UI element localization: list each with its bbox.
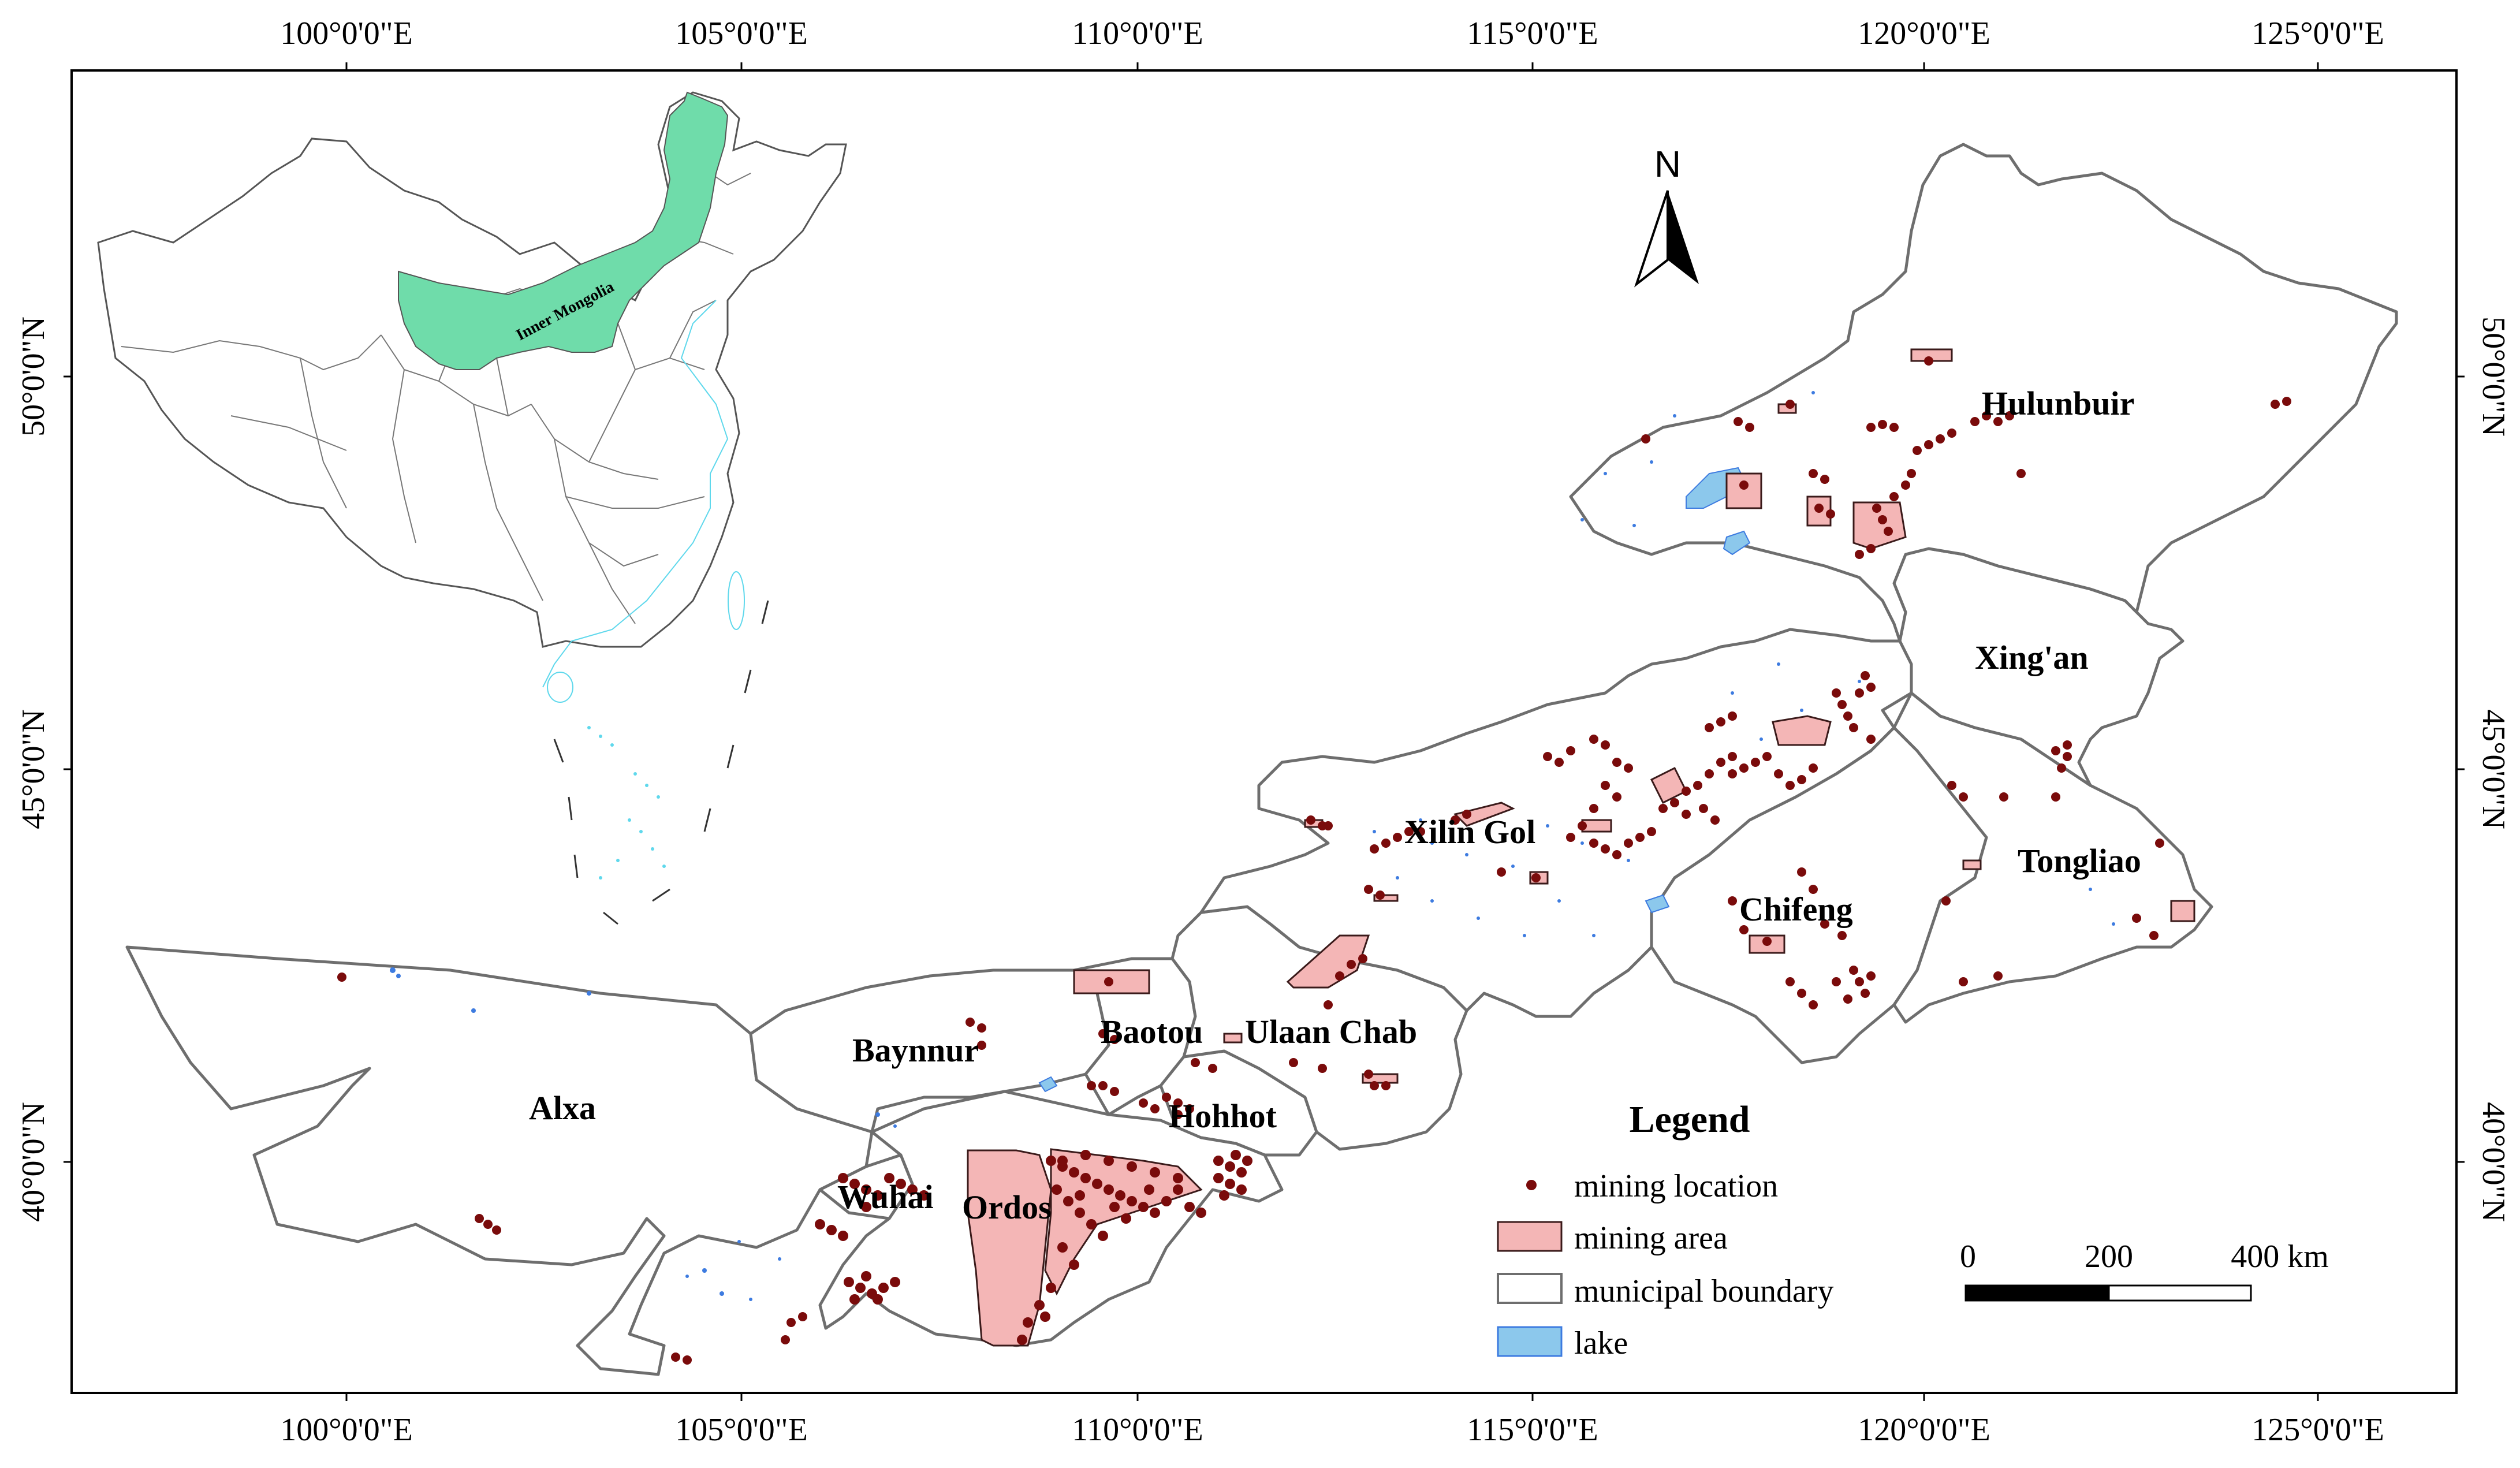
scale-bar-light-segment: [2108, 1284, 2252, 1302]
right-tick-label: 40°0'0"N: [2476, 1102, 2511, 1222]
region-label-chifeng: Chifeng: [1739, 891, 1853, 928]
region-label-wuhai: Wuhai: [837, 1178, 934, 1216]
bottom-tick-label: 120°0'0"E: [1858, 1412, 1990, 1448]
north-arrow-dark-half: [1668, 191, 1699, 284]
mining-locations: [337, 356, 2291, 1365]
mining-area: [1852, 501, 1907, 550]
hainan-island: [547, 672, 573, 703]
right-tick-label: 45°0'0"N: [2476, 709, 2511, 829]
inner-mongolia-main-map: [125, 143, 2398, 1376]
region-labels: Hulunbuir Xing'an Xilin Gol Tongliao Chi…: [529, 385, 2141, 1226]
left-latitude-labels: 50°0'0"N 45°0'0"N 40°0'0"N: [16, 316, 51, 1222]
region-label-baotou: Baotou: [1101, 1013, 1203, 1050]
top-tick-label: 105°0'0"E: [675, 16, 808, 51]
top-tick-label: 100°0'0"E: [280, 16, 413, 51]
legend-title: Legend: [1629, 1098, 1750, 1141]
mining-area: [1223, 1033, 1243, 1044]
top-longitude-labels: 100°0'0"E 105°0'0"E 110°0'0"E 115°0'0"E …: [280, 16, 2384, 51]
region-label-alxa: Alxa: [529, 1089, 596, 1127]
legend-symbol-mining-area: [1497, 1221, 1563, 1252]
top-tick-label: 110°0'0"E: [1072, 16, 1203, 51]
buir-lake: [1723, 530, 1751, 556]
legend-label-mining-location: mining location: [1574, 1168, 1778, 1204]
region-label-tongliao: Tongliao: [2018, 842, 2141, 880]
left-tick-label: 45°0'0"N: [16, 709, 51, 829]
china-inset-map: Inner Mongolia: [97, 91, 847, 925]
bottom-longitude-labels: 100°0'0"E 105°0'0"E 110°0'0"E 115°0'0"E …: [280, 1412, 2384, 1448]
legend-label-mining-area: mining area: [1574, 1220, 1728, 1256]
inner-mongolia-highlight: [398, 91, 729, 370]
scale-bar: 0 200 400 km: [1960, 1239, 2329, 1302]
bottom-tick-label: 105°0'0"E: [675, 1412, 808, 1448]
bottom-tick-label: 100°0'0"E: [280, 1412, 413, 1448]
region-label-xilin-gol: Xilin Gol: [1404, 813, 1535, 851]
top-tick-label: 115°0'0"E: [1467, 16, 1598, 51]
scale-label-400: 400 km: [2231, 1239, 2329, 1275]
left-tick-label: 50°0'0"N: [16, 316, 51, 437]
region-label-hohhot: Hohhot: [1169, 1097, 1277, 1135]
wuliangsuhai-lake: [1038, 1076, 1058, 1093]
mining-area: [1725, 472, 1762, 509]
bottom-tick-label: 125°0'0"E: [2251, 1412, 2384, 1448]
mining-area: [1286, 934, 1370, 989]
legend: Legend mining location mining area munic…: [1497, 1098, 1833, 1361]
province-boundaries: [121, 161, 751, 624]
mining-areas: [967, 348, 2195, 1347]
region-label-ordos: Ordos: [962, 1188, 1052, 1226]
north-arrow-light-half: [1634, 190, 1669, 288]
mining-area: [1910, 348, 1953, 362]
mining-area: [967, 1149, 1052, 1347]
left-tick-label: 40°0'0"N: [16, 1102, 51, 1222]
scale-label-200: 200: [2085, 1239, 2133, 1275]
region-label-xingan: Xing'an: [1975, 639, 2089, 676]
bottom-tick-label: 115°0'0"E: [1467, 1412, 1598, 1448]
hulunbuir-boundary: [1569, 143, 2398, 643]
taiwan-island: [728, 571, 745, 630]
legend-label-lake: lake: [1574, 1325, 1628, 1361]
north-arrow: N: [1634, 143, 1699, 288]
graticule-ticks: [64, 62, 2465, 1401]
region-label-baynnur: Baynnur: [852, 1031, 979, 1069]
legend-symbol-mining-location: [1526, 1180, 1537, 1190]
region-label-ulaan-chab: Ulaan Chab: [1245, 1013, 1417, 1050]
scale-bar-dark-segment: [1964, 1284, 2110, 1302]
top-tick-label: 120°0'0"E: [1858, 16, 1990, 51]
bottom-tick-label: 110°0'0"E: [1072, 1412, 1203, 1448]
legend-symbol-municipal-boundary: [1497, 1273, 1563, 1304]
right-tick-label: 50°0'0"N: [2476, 316, 2511, 437]
right-latitude-labels: 50°0'0"N 45°0'0"N 40°0'0"N: [2476, 316, 2511, 1222]
mining-area: [1453, 802, 1515, 827]
mining-area: [2170, 900, 2195, 922]
coastline: [542, 300, 729, 688]
nine-dash-line: [553, 600, 769, 925]
mining-area: [1962, 859, 1982, 870]
legend-symbol-lake: [1497, 1326, 1563, 1357]
scs-islands: [587, 726, 666, 880]
region-label-hulunbuir: Hulunbuir: [1982, 385, 2134, 422]
mining-area: [1044, 1148, 1203, 1296]
top-tick-label: 125°0'0"E: [2251, 16, 2384, 51]
dalinor-lake: [1645, 894, 1670, 914]
mining-area: [1772, 715, 1832, 746]
legend-label-municipal-boundary: municipal boundary: [1574, 1273, 1833, 1309]
baynnur-boundary: [749, 968, 1110, 1134]
scale-label-0: 0: [1960, 1239, 1976, 1275]
north-label: N: [1654, 143, 1681, 185]
